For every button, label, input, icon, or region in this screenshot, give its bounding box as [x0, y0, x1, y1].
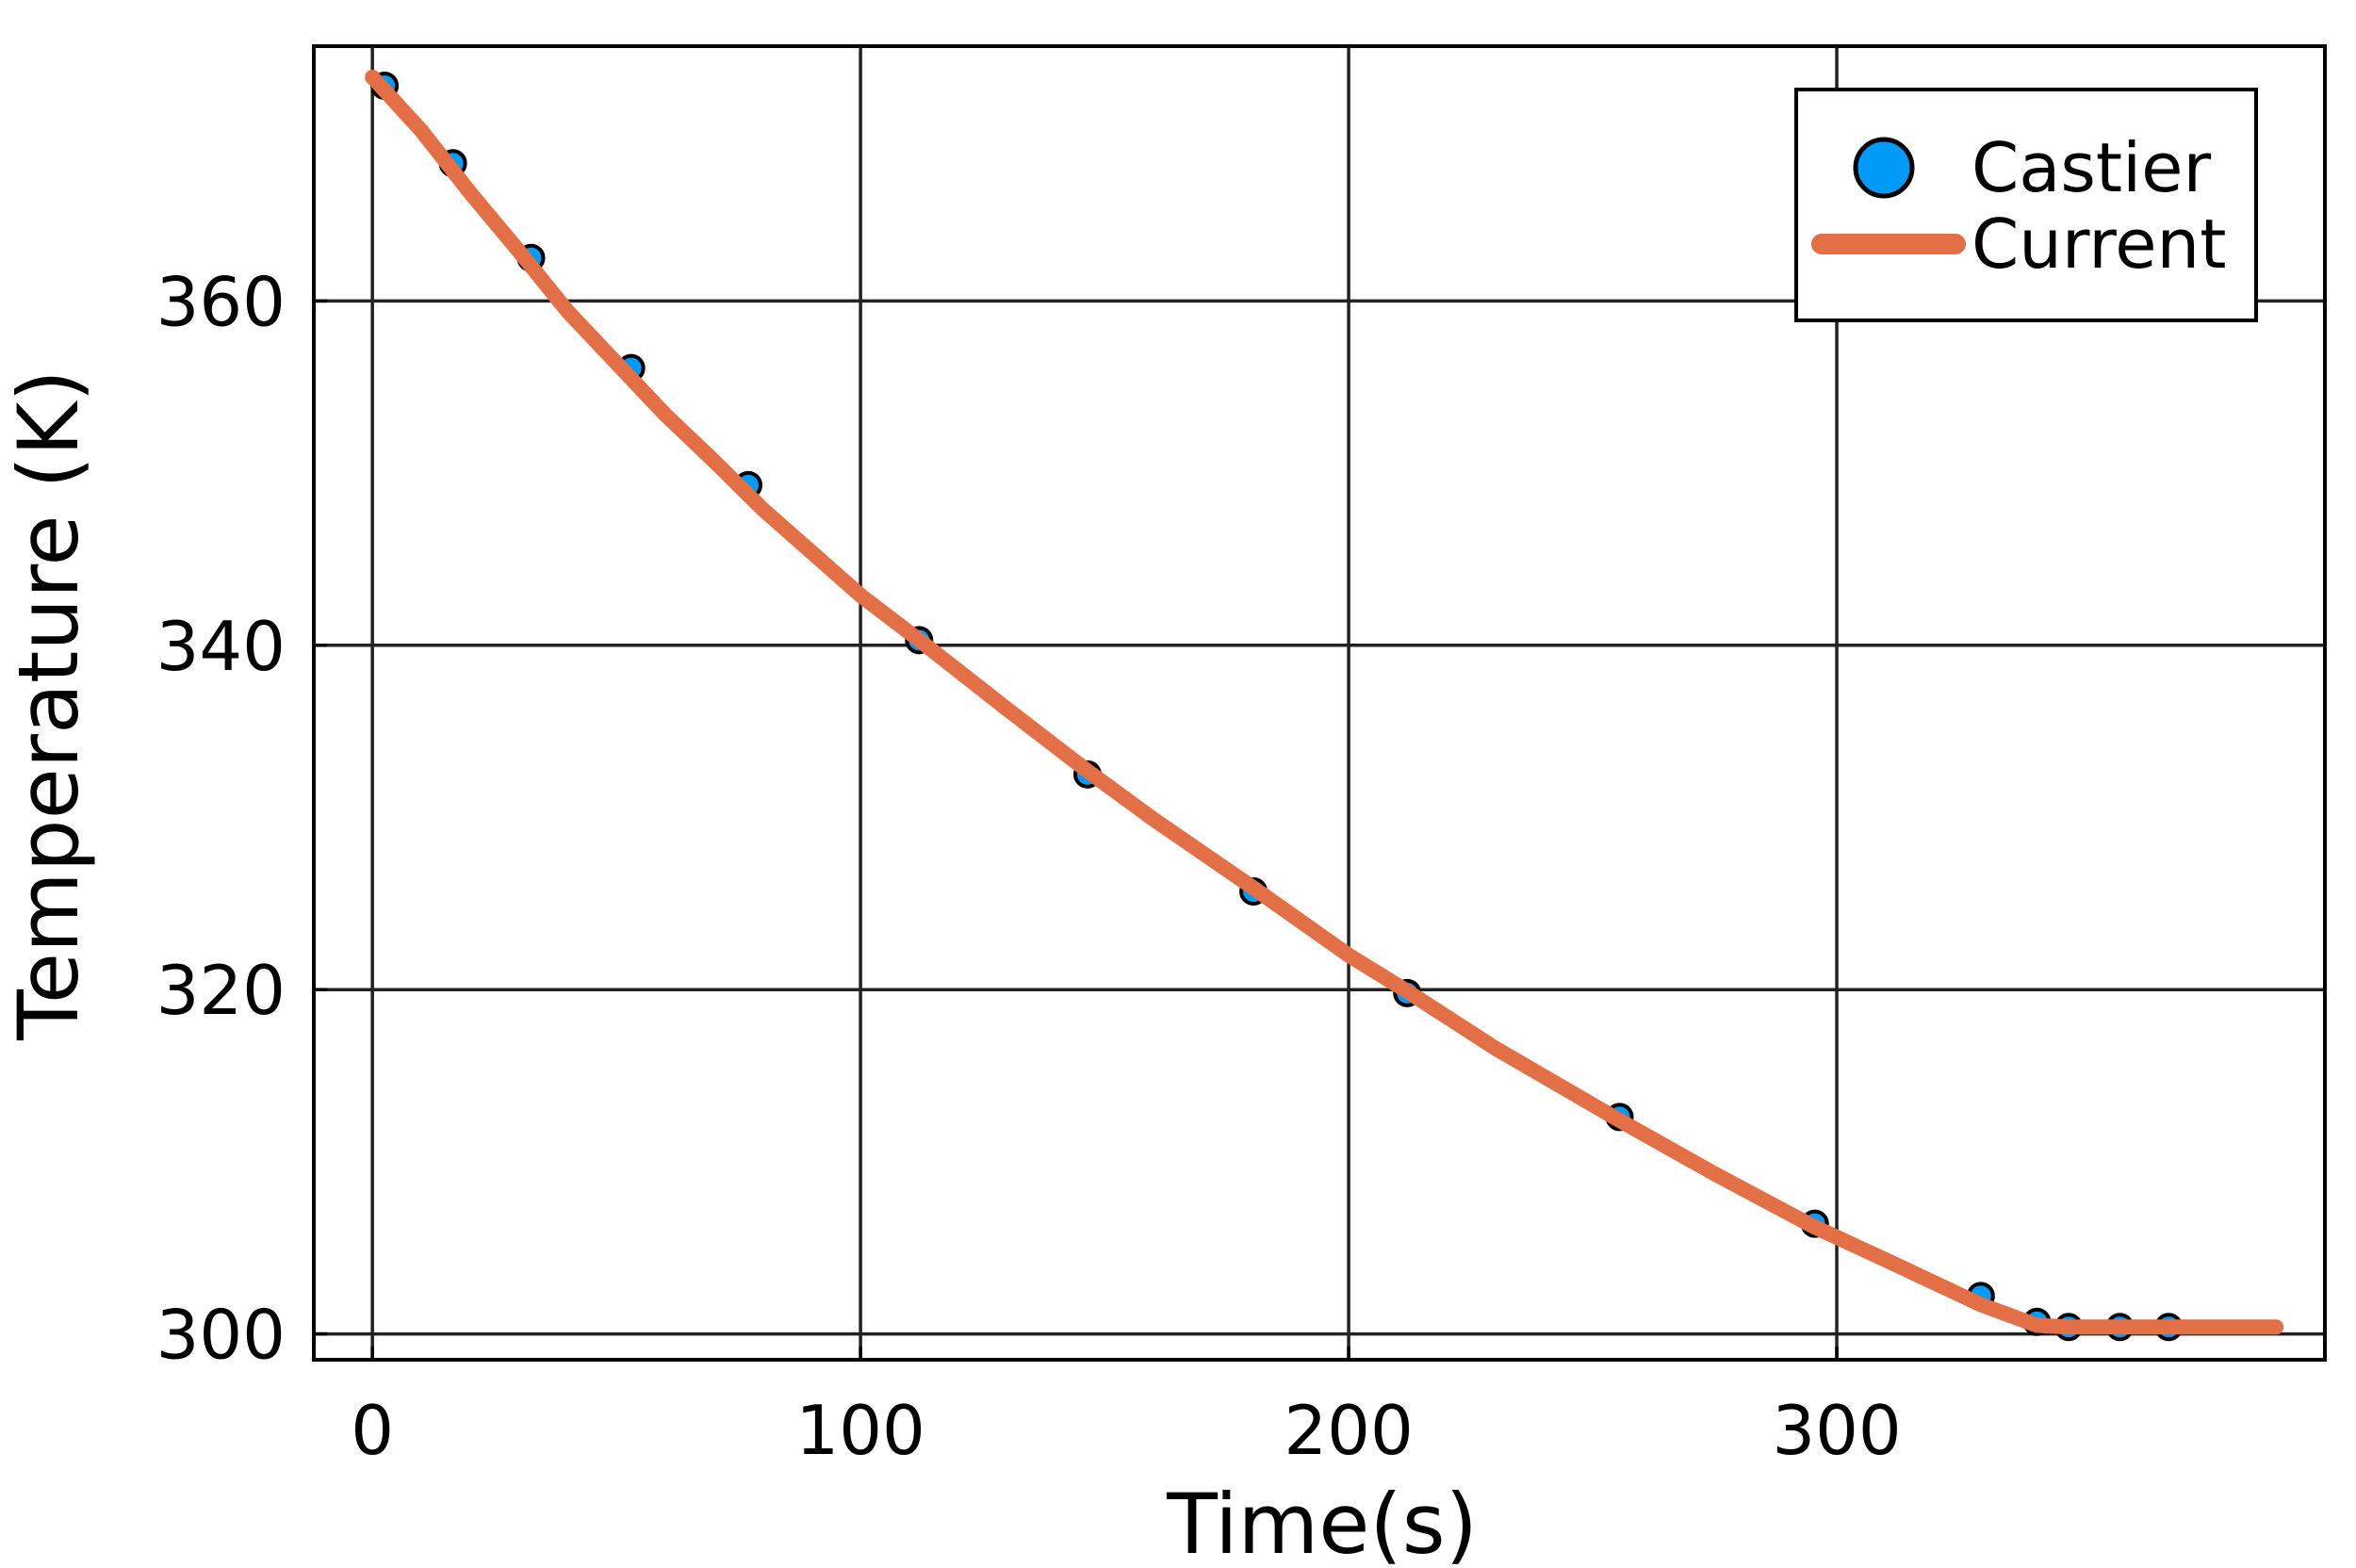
x-tick-label: 100	[795, 1391, 924, 1470]
y-tick-label: 320	[156, 951, 286, 1030]
plot-frame	[312, 44, 2327, 1362]
legend: Castier Current	[1794, 88, 2258, 322]
x-tick-label: 300	[1772, 1391, 1901, 1470]
x-axis: 0 100 200 300	[351, 1347, 1902, 1470]
y-axis-label: Temperature (K)	[0, 369, 97, 1041]
y-tick-label: 340	[156, 607, 286, 686]
x-axis-label: Time(s)	[1166, 1476, 1478, 1568]
y-tick-label: 300	[156, 1296, 286, 1375]
x-tick-label: 200	[1284, 1391, 1413, 1470]
current-line	[365, 69, 2284, 1335]
legend-current-label: Current	[1972, 204, 2226, 284]
series-layer	[365, 69, 2284, 1342]
y-tick-label: 360	[156, 262, 286, 341]
x-tick-label: 0	[351, 1391, 394, 1470]
y-axis: 300 320 340 360	[156, 262, 327, 1375]
legend-box	[1794, 88, 2258, 322]
legend-castier-marker	[1853, 137, 1915, 199]
legend-castier-label: Castier	[1972, 128, 2211, 207]
